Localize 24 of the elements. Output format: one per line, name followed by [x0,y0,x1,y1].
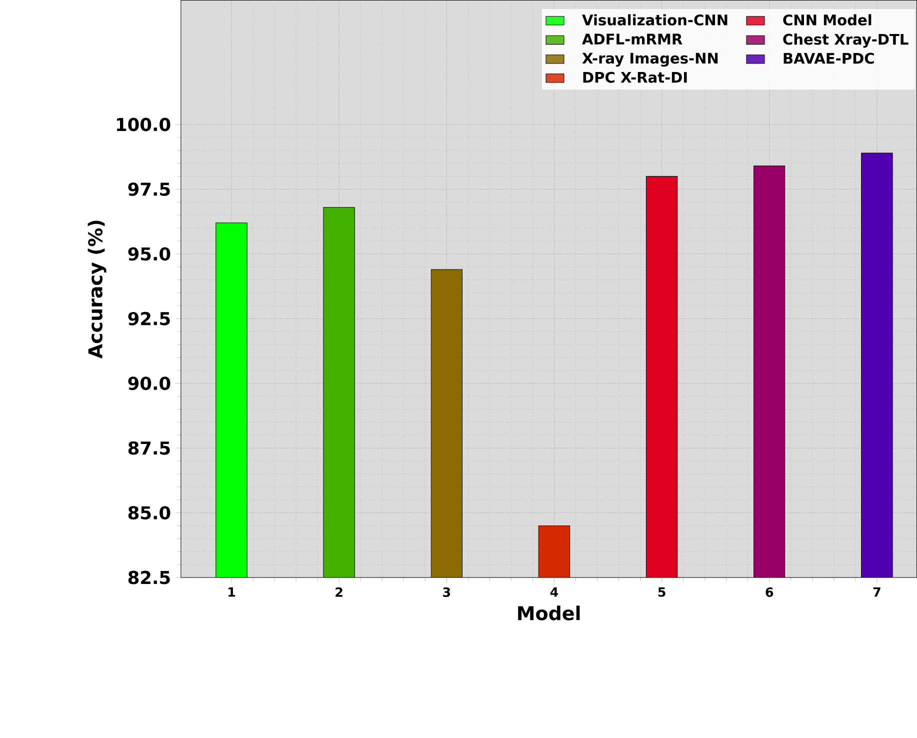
y-tick-label: 85.0 [128,506,170,520]
y-axis-title: Accuracy (%) [88,220,106,359]
y-tick-label: 90.0 [128,376,170,390]
y-tick-label: 92.5 [128,312,170,326]
x-tick-label: 2 [336,587,342,597]
x-tick-label: 3 [443,587,450,597]
y-tick-label: 87.5 [128,441,170,455]
y-tick-label: 95.0 [128,247,170,261]
y-tick-label: 82.5 [128,570,170,584]
legend-label: ADFL-mRMR [582,34,682,44]
legend-label: DPC X-Rat-DI [583,72,687,83]
legend-label: Chest Xray-DTL [783,34,908,48]
x-tick-label: 7 [873,587,880,597]
legend-label: X-ray Images-NN [582,52,718,67]
legend-label: Visualization-CNN [582,14,728,26]
legend-label: BAVAE-PDC [784,52,874,64]
y-tick-label: 97.5 [128,182,170,196]
x-tick-label: 1 [228,587,236,597]
x-tick-label: 6 [766,587,774,597]
y-tick-label: 100.0 [117,118,170,132]
x-tick-label: 4 [550,587,558,597]
x-axis-title: Model [518,606,580,620]
x-tick-label: 5 [658,587,666,597]
legend-label: CNN Model [783,14,872,26]
